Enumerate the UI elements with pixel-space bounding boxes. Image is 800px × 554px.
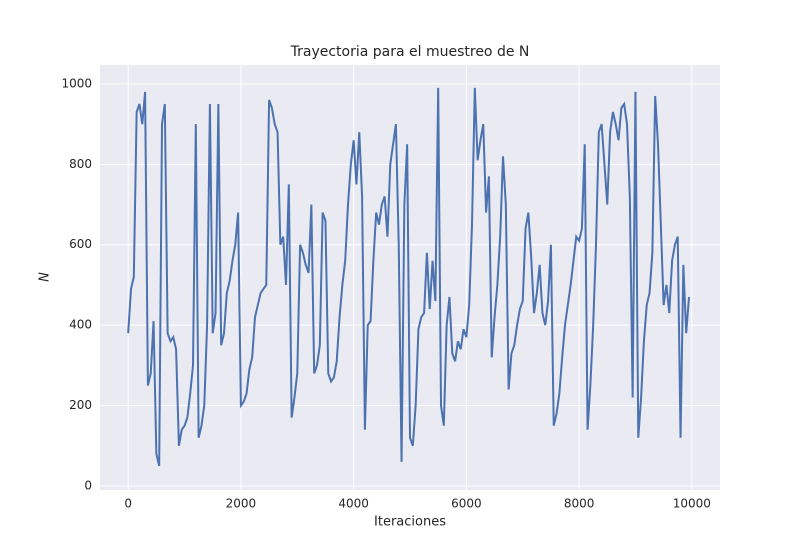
x-tick-label: 10000 [673,497,711,511]
x-tick-label: 8000 [564,497,595,511]
x-tick-label: 4000 [338,497,369,511]
y-tick-label: 600 [69,237,92,251]
x-tick-label: 6000 [451,497,482,511]
x-axis-label: Iteraciones [374,515,446,530]
y-tick-label: 800 [69,157,92,171]
y-axis-label: N [38,272,53,282]
y-tick-label: 1000 [61,76,92,90]
y-tick-label: 0 [84,478,92,492]
series-line [127,87,690,467]
y-tick-label: 200 [69,398,92,412]
x-tick-label: 0 [124,497,132,511]
chart-title: Trayectoria para el muestreo de N [290,44,530,60]
y-tick-label: 400 [69,318,92,332]
x-tick-label: 2000 [226,497,257,511]
